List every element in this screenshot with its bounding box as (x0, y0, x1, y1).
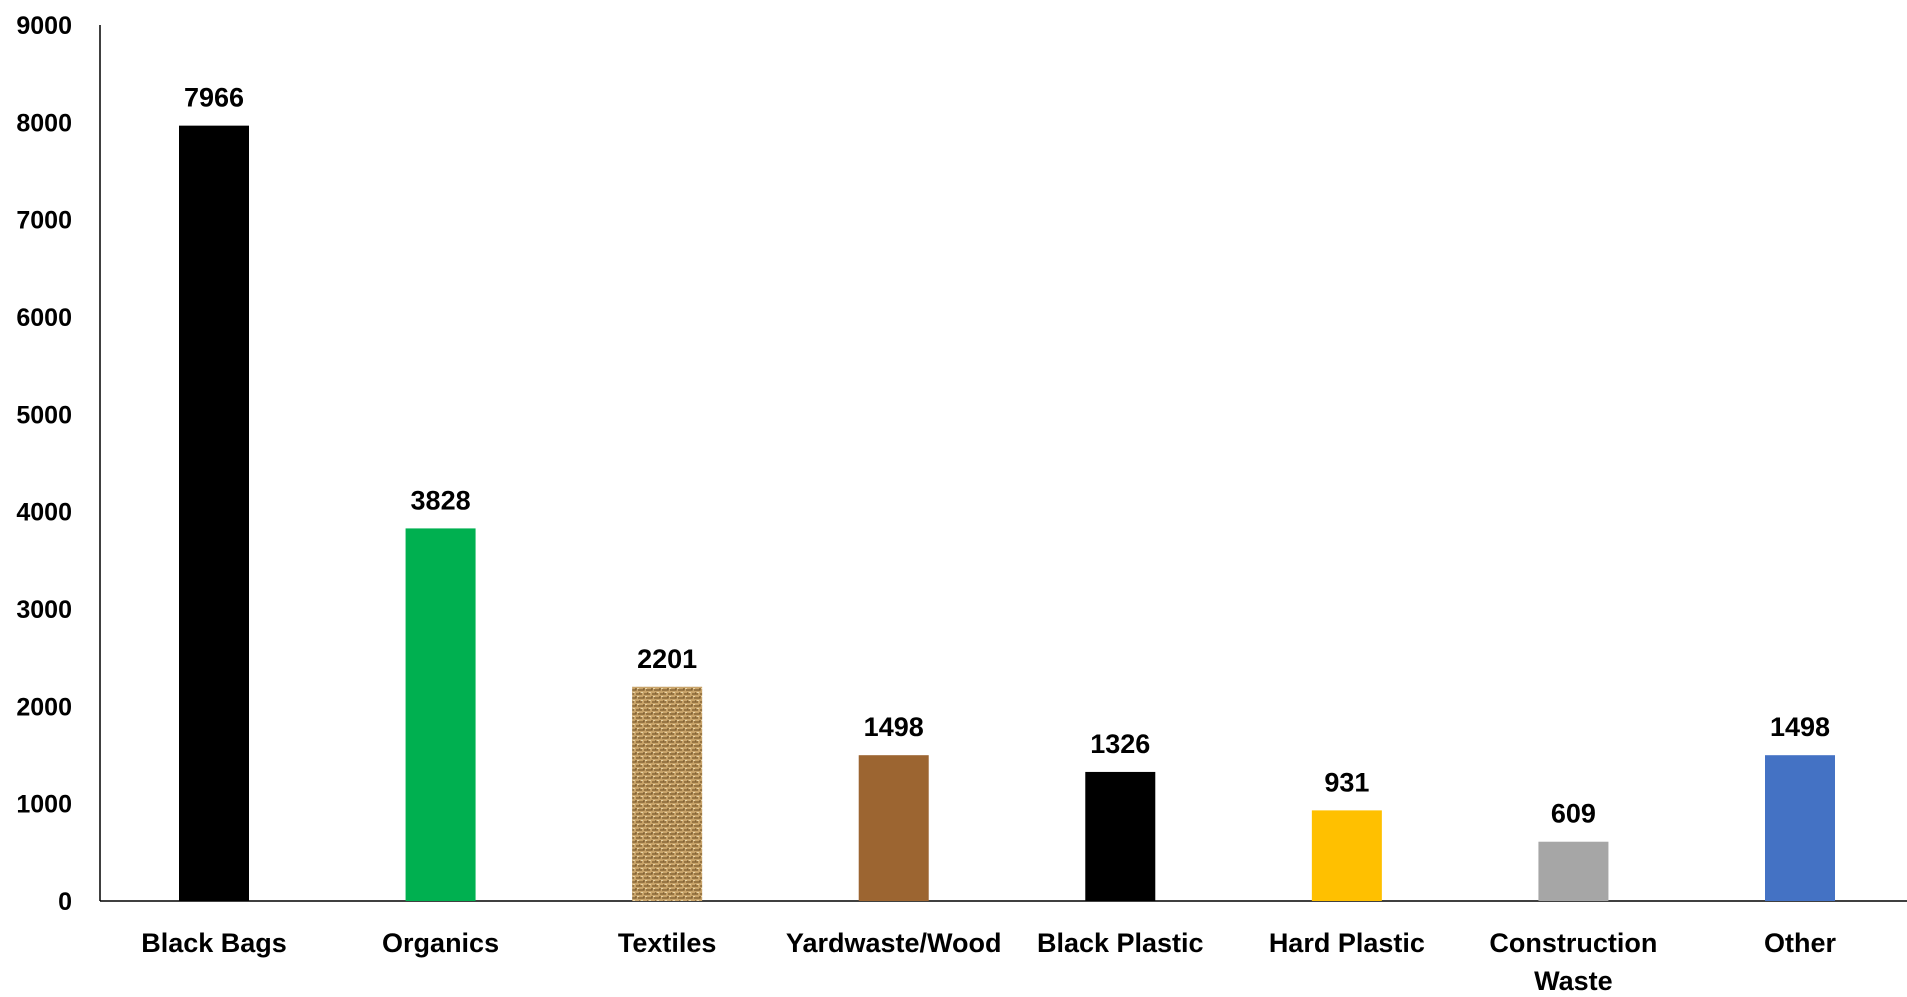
x-tick-label: Construction (1489, 928, 1657, 958)
data-label: 1326 (1090, 729, 1150, 759)
category-labels: Black Bags Organics Textiles Yardwaste/Wood… (141, 928, 1836, 996)
x-tick-label: Black Bags (141, 928, 287, 958)
data-label: 609 (1551, 799, 1596, 829)
y-tick-label: 5000 (16, 401, 72, 429)
y-tick-label: 0 (58, 888, 72, 916)
y-tick-label: 9000 (16, 12, 72, 40)
data-labels: 7966 3828 2201 1498 1326 931 609 1498 (184, 83, 1830, 829)
x-tick-label: Hard Plastic (1269, 928, 1425, 958)
y-tick-label: 1000 (16, 791, 72, 819)
bar (1311, 810, 1382, 901)
bar (1085, 771, 1156, 901)
y-axis: 0 1000 2000 3000 4000 5000 6000 7000 8000 9000 (16, 12, 101, 916)
y-tick-label: 7000 (16, 207, 72, 235)
bar (632, 686, 703, 901)
y-tick-label: 2000 (16, 693, 72, 721)
x-tick-label: Other (1764, 928, 1837, 958)
data-label: 2201 (637, 644, 697, 674)
x-tick-label: Organics (382, 928, 499, 958)
data-label: 3828 (411, 485, 471, 515)
y-tick-label: 4000 (16, 499, 72, 527)
bar (1538, 841, 1609, 901)
data-label: 7966 (184, 83, 244, 113)
bar (1765, 755, 1835, 901)
data-label: 1498 (864, 712, 924, 742)
y-tick-label: 8000 (16, 109, 72, 137)
x-tick-label: Textiles (618, 928, 717, 958)
x-tick-label: Black Plastic (1037, 928, 1204, 958)
bar (179, 125, 249, 901)
bar (405, 528, 476, 901)
y-tick-label: 3000 (16, 596, 72, 624)
data-label: 931 (1324, 767, 1369, 797)
x-tick-label: Yardwaste/Wood (786, 928, 1002, 958)
x-tick-label: Waste (1534, 966, 1613, 996)
data-label: 1498 (1770, 712, 1830, 742)
bars (179, 125, 1835, 901)
bar (858, 755, 929, 901)
y-tick-label: 6000 (16, 304, 72, 332)
